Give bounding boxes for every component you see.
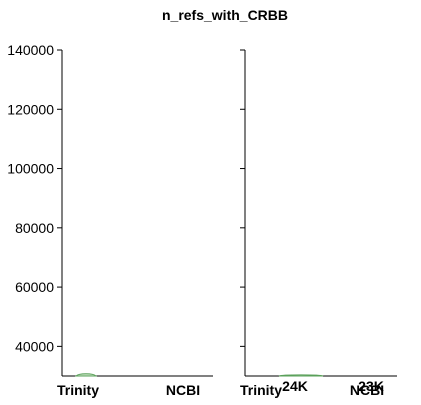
- y-tick-label: 40000: [15, 338, 54, 354]
- x-category-label: NCBI: [166, 382, 200, 398]
- chart-title: n_refs_with_CRBB: [162, 7, 288, 23]
- violin-area: [278, 374, 324, 377]
- x-category-label: Trinity: [240, 382, 282, 398]
- data-annotation: 23K: [358, 378, 384, 394]
- y-tick-label: 80000: [15, 220, 54, 236]
- x-category-label: Trinity: [57, 382, 99, 398]
- data-annotation: 24K: [282, 378, 308, 394]
- y-tick-label: 140000: [7, 42, 54, 58]
- y-tick-label: 120000: [7, 101, 54, 117]
- violin-area: [74, 373, 98, 377]
- y-tick-label: 60000: [15, 279, 54, 295]
- x-category-label: NCBI: [350, 382, 384, 398]
- y-tick-label: 100000: [7, 161, 54, 177]
- plot-area: 40000 60000 80000 100000 120000 140000 Trinity…: [7, 42, 397, 398]
